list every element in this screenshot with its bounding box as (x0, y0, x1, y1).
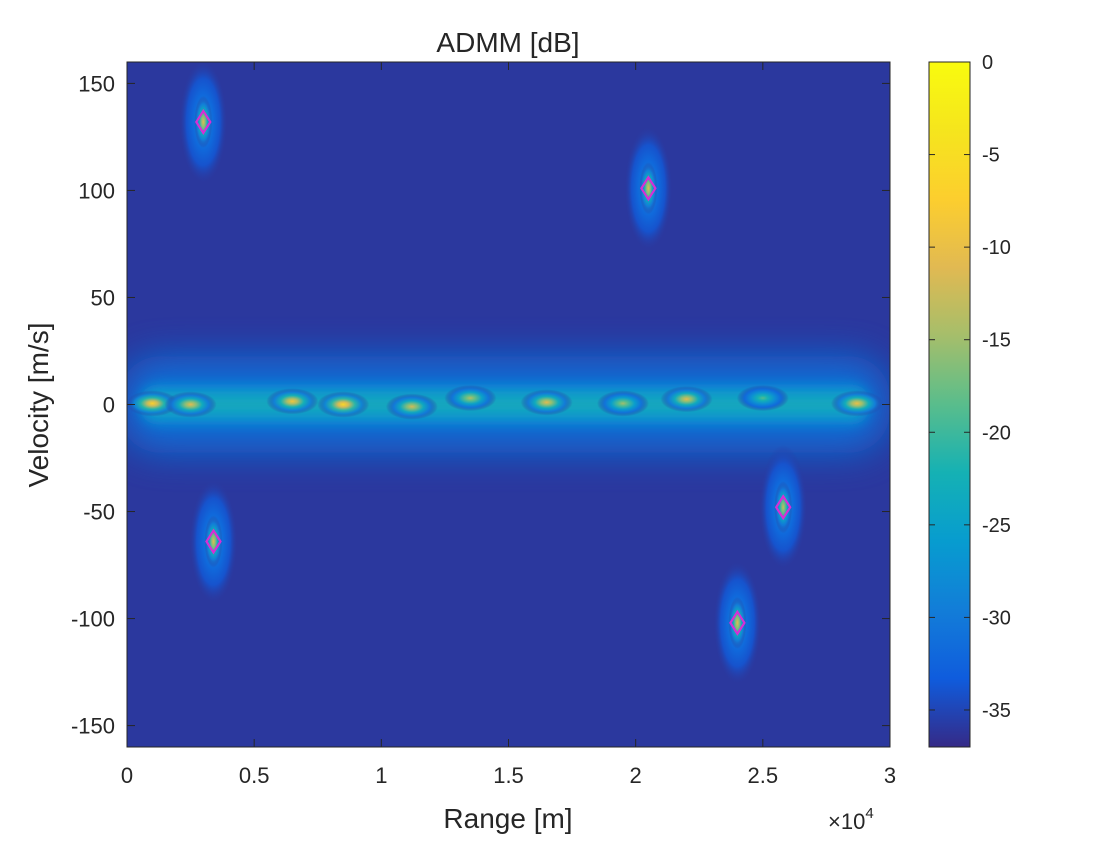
x-tick-label: 1.5 (493, 763, 524, 788)
target-peak (194, 95, 213, 148)
colorbar-tick-label: -20 (982, 422, 1011, 444)
clutter-peak (736, 385, 789, 412)
colorbar-frame (928, 61, 971, 748)
chart-title: ADMM [dB] (436, 27, 579, 58)
clutter-peak (830, 390, 883, 417)
colorbar-tick-label: -15 (982, 330, 1011, 352)
colorbar-tick-label: -5 (982, 145, 1000, 167)
y-axis: 150 100 50 0 -50 -100 -150 (71, 71, 890, 739)
colorbar-tick-label: -10 (982, 237, 1011, 259)
clutter-peak (385, 393, 438, 420)
y-tick-label: 0 (103, 393, 115, 418)
y-axis-label: Velocity [m/s] (23, 323, 54, 488)
x-tick-label: 1 (375, 763, 387, 788)
x-tick-label: 0.5 (239, 763, 270, 788)
target-peak (204, 515, 223, 568)
colorbar: 0 -5 -10 -15 -20 -25 -30 -35 (928, 52, 1011, 748)
colorbar-fill (929, 62, 970, 747)
target-peak (728, 596, 747, 649)
colorbar-tick-label: -30 (982, 607, 1011, 629)
y-tick-label: -50 (83, 500, 115, 525)
target-marker (205, 528, 222, 555)
colorbar-tick-label: 0 (982, 52, 993, 74)
clutter-peak (317, 391, 370, 418)
clutter-peak (520, 389, 573, 416)
x-tick-label: 2.5 (748, 763, 779, 788)
clutter-peak (164, 391, 217, 418)
target-marker (729, 609, 746, 636)
target-peak (774, 481, 793, 534)
y-tick-label: -100 (71, 607, 115, 632)
x-axis-label: Range [m] (443, 803, 572, 834)
y-tick-label: 100 (78, 178, 115, 203)
heatmap-layer (127, 62, 890, 747)
clutter-peak (127, 390, 179, 417)
y-tick-label: 50 (91, 285, 115, 310)
y-tick-label: -150 (71, 714, 115, 739)
target-marker (774, 494, 792, 521)
clutter-peak (660, 386, 713, 413)
clutter-peak (596, 390, 649, 417)
x-axis: 0 0.5 1 1.5 2 2.5 3 (121, 62, 896, 788)
colorbar-tick-label: -25 (982, 515, 1011, 537)
x-tick-label: 0 (121, 763, 133, 788)
x-tick-label: 2 (630, 763, 642, 788)
target-peak (639, 162, 658, 215)
clutter-peak (266, 388, 319, 415)
x-exponent-power: 4 (865, 805, 873, 822)
target-marker (194, 108, 212, 135)
x-exponent-base: ×10 (828, 809, 865, 834)
y-tick-label: 150 (78, 71, 115, 96)
x-axis-exponent: ×104 (828, 805, 874, 834)
target-marker (640, 175, 657, 202)
colorbar-tick-label: -35 (982, 700, 1011, 722)
clutter-peak (444, 385, 497, 412)
plot-area (126, 61, 891, 748)
x-tick-label: 3 (884, 763, 896, 788)
